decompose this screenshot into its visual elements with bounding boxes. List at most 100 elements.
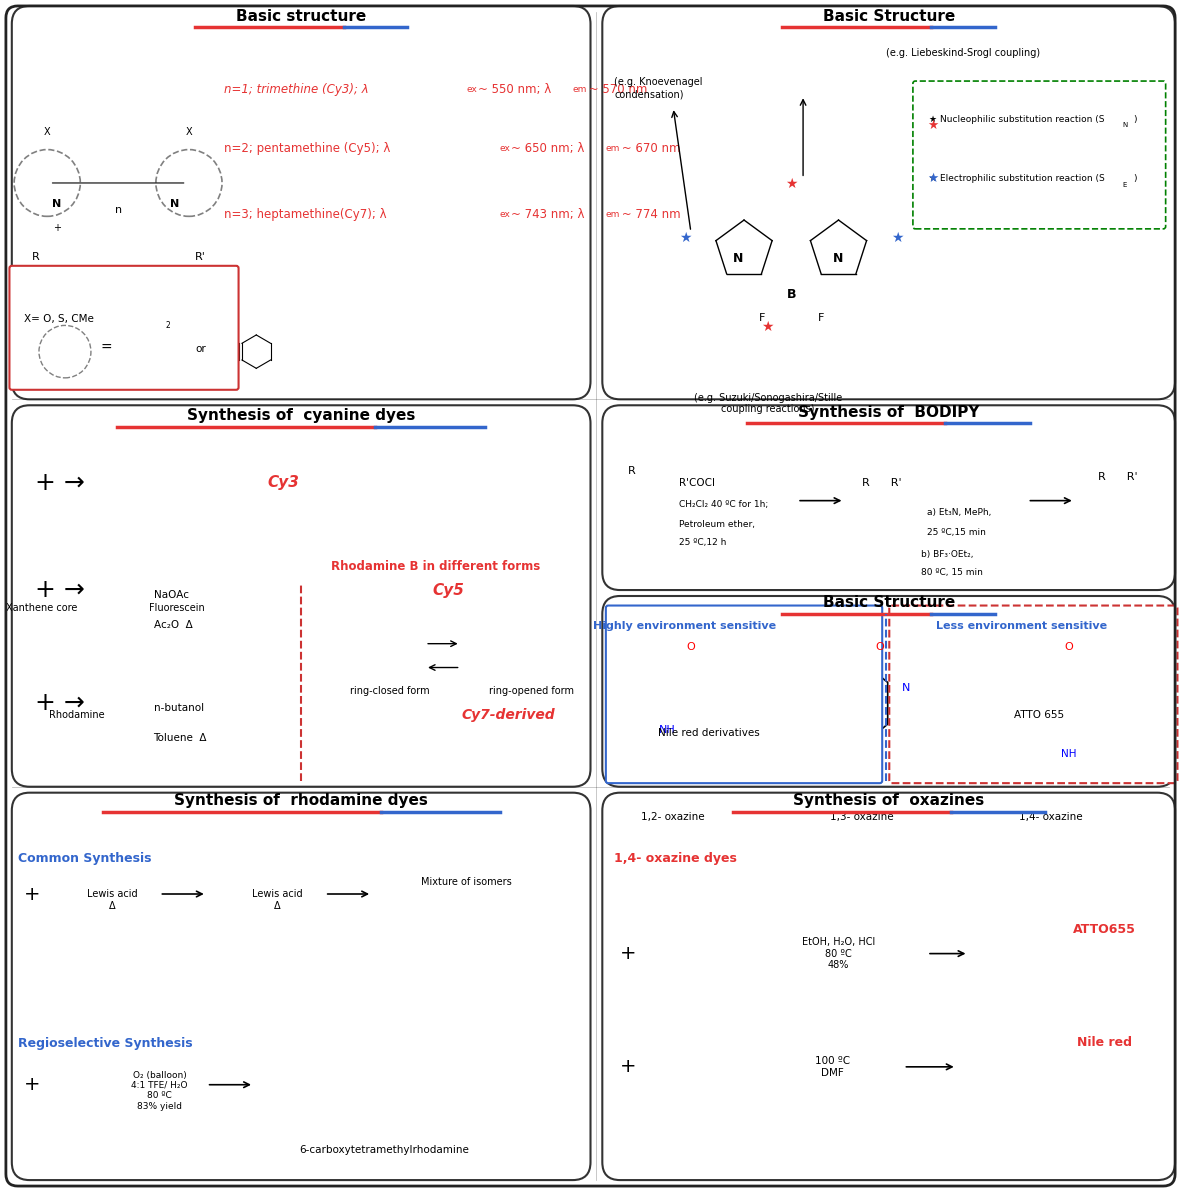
Text: N: N — [52, 199, 61, 209]
Text: 1,3- oxazine: 1,3- oxazine — [830, 812, 894, 821]
Text: Cy3: Cy3 — [268, 476, 299, 490]
Text: 25 ºC,15 min: 25 ºC,15 min — [927, 528, 986, 538]
Text: ex: ex — [466, 85, 477, 94]
Text: Ac₂O  Δ: Ac₂O Δ — [154, 620, 193, 629]
Text: O: O — [1064, 641, 1074, 652]
Text: em: em — [573, 85, 587, 94]
Text: Cy7-derived: Cy7-derived — [461, 708, 555, 722]
FancyBboxPatch shape — [602, 405, 1175, 590]
Text: O₂ (balloon)
4:1 TFE/ H₂O
80 ºC
83% yield: O₂ (balloon) 4:1 TFE/ H₂O 80 ºC 83% yiel… — [131, 1070, 188, 1111]
Text: X: X — [44, 128, 51, 137]
Text: +: + — [620, 1057, 637, 1076]
Text: Synthesis of  BODIPY: Synthesis of BODIPY — [798, 404, 979, 420]
Text: (e.g. Liebeskind-Srogl coupling): (e.g. Liebeskind-Srogl coupling) — [886, 48, 1040, 57]
Text: Lewis acid
Δ: Lewis acid Δ — [87, 889, 137, 911]
Text: Cy5: Cy5 — [433, 583, 464, 597]
Text: 6-carboxytetramethylrhodamine: 6-carboxytetramethylrhodamine — [299, 1146, 469, 1155]
Text: ring-closed form: ring-closed form — [350, 687, 430, 696]
Text: CH₂Cl₂ 40 ºC for 1h;: CH₂Cl₂ 40 ºC for 1h; — [679, 499, 769, 509]
Text: N: N — [170, 199, 180, 209]
Text: ~ 670 nm: ~ 670 nm — [618, 143, 680, 155]
Text: (e.g. Suzuki/Sonogashira/Stille
coupling reactions): (e.g. Suzuki/Sonogashira/Stille coupling… — [693, 393, 842, 415]
Text: + →: + → — [35, 471, 85, 495]
Text: Toluene  Δ: Toluene Δ — [154, 733, 207, 743]
Text: R': R' — [195, 253, 207, 262]
Text: or: or — [195, 343, 207, 354]
Text: ): ) — [1134, 174, 1137, 184]
Text: ATTO655: ATTO655 — [1072, 924, 1136, 936]
Text: 80 ºC, 15 min: 80 ºC, 15 min — [921, 567, 983, 577]
Text: ★: ★ — [679, 231, 691, 244]
Text: O: O — [875, 641, 885, 652]
Text: n=2; pentamethine (Cy5); λ: n=2; pentamethine (Cy5); λ — [224, 143, 391, 155]
Text: O: O — [686, 641, 696, 652]
Text: Common Synthesis: Common Synthesis — [18, 852, 151, 864]
Text: +: + — [53, 223, 60, 232]
Text: 100 ºC
DMF: 100 ºC DMF — [815, 1056, 850, 1078]
Text: ~ 570 nm: ~ 570 nm — [585, 83, 647, 95]
Text: Rhodamine B in different forms: Rhodamine B in different forms — [331, 560, 540, 572]
Text: R: R — [628, 466, 635, 476]
Text: b) BF₃·OEt₂,: b) BF₃·OEt₂, — [921, 550, 973, 559]
FancyBboxPatch shape — [602, 596, 1175, 787]
Text: Fluorescein: Fluorescein — [149, 603, 205, 613]
Text: ATTO 655: ATTO 655 — [1014, 710, 1064, 720]
Text: ex: ex — [500, 210, 510, 219]
FancyBboxPatch shape — [9, 266, 239, 390]
Text: Xanthene core: Xanthene core — [6, 603, 77, 613]
Text: n-butanol: n-butanol — [154, 703, 203, 713]
FancyBboxPatch shape — [602, 6, 1175, 399]
Text: ex: ex — [500, 144, 510, 154]
Text: X= O, S, CMe: X= O, S, CMe — [24, 313, 93, 324]
Text: + →: + → — [35, 578, 85, 602]
Text: N: N — [834, 252, 843, 265]
Text: Rhodamine: Rhodamine — [48, 710, 105, 720]
Text: EtOH, H₂O, HCl
80 ºC
48%: EtOH, H₂O, HCl 80 ºC 48% — [802, 937, 875, 970]
Text: 1,2- oxazine: 1,2- oxazine — [641, 812, 705, 821]
Text: +: + — [620, 944, 637, 963]
Text: Basic Structure: Basic Structure — [823, 595, 954, 610]
Text: N: N — [733, 252, 743, 265]
Text: Synthesis of  rhodamine dyes: Synthesis of rhodamine dyes — [175, 793, 428, 808]
Text: Petroleum ether,: Petroleum ether, — [679, 520, 755, 529]
FancyBboxPatch shape — [606, 606, 882, 783]
Text: Mixture of isomers: Mixture of isomers — [422, 877, 511, 887]
Text: 2: 2 — [165, 321, 170, 330]
Text: ★ Nucleophilic substitution reaction (S: ★ Nucleophilic substitution reaction (S — [929, 114, 1105, 124]
Text: 1,4- oxazine dyes: 1,4- oxazine dyes — [614, 852, 737, 864]
Text: +: + — [24, 884, 40, 904]
Text: N: N — [1122, 122, 1127, 129]
Text: ~ 743 nm; λ: ~ 743 nm; λ — [511, 209, 585, 221]
Text: em: em — [606, 210, 620, 219]
Text: 25 ºC,12 h: 25 ºC,12 h — [679, 538, 726, 547]
Text: ★ Electrophilic substitution reaction (S: ★ Electrophilic substitution reaction (S — [929, 174, 1105, 184]
Text: ring-opened form: ring-opened form — [489, 687, 574, 696]
Text: n: n — [115, 205, 122, 215]
Text: Nile red derivatives: Nile red derivatives — [658, 728, 759, 738]
Text: Less environment sensitive: Less environment sensitive — [937, 621, 1107, 631]
Text: NaOAc: NaOAc — [154, 590, 189, 600]
Text: +: + — [24, 1075, 40, 1094]
Text: Synthesis of  oxazines: Synthesis of oxazines — [794, 793, 984, 808]
Text: Highly environment sensitive: Highly environment sensitive — [593, 621, 777, 631]
FancyBboxPatch shape — [913, 81, 1166, 229]
Text: N: N — [901, 683, 911, 694]
Text: R'COCl: R'COCl — [679, 478, 715, 488]
Text: F: F — [758, 313, 765, 323]
Text: Nile red: Nile red — [1077, 1037, 1131, 1049]
Text: n=3; heptamethine(Cy7); λ: n=3; heptamethine(Cy7); λ — [224, 209, 387, 221]
Text: ): ) — [1134, 114, 1137, 124]
Text: E: E — [1122, 181, 1127, 188]
Text: + →: + → — [35, 691, 85, 715]
Text: Basic structure: Basic structure — [236, 8, 366, 24]
Text: Lewis acid
Δ: Lewis acid Δ — [253, 889, 302, 911]
FancyBboxPatch shape — [889, 606, 1177, 783]
Text: Basic Structure: Basic Structure — [823, 8, 954, 24]
Text: ~ 650 nm; λ: ~ 650 nm; λ — [511, 143, 585, 155]
Text: n=1; trimethine (Cy3); λ: n=1; trimethine (Cy3); λ — [224, 83, 370, 95]
Text: NH: NH — [659, 725, 676, 735]
Text: =: = — [100, 341, 112, 355]
Text: 1,4- oxazine: 1,4- oxazine — [1019, 812, 1083, 821]
Text: Regioselective Synthesis: Regioselective Synthesis — [18, 1037, 193, 1049]
Text: ★: ★ — [927, 173, 939, 185]
